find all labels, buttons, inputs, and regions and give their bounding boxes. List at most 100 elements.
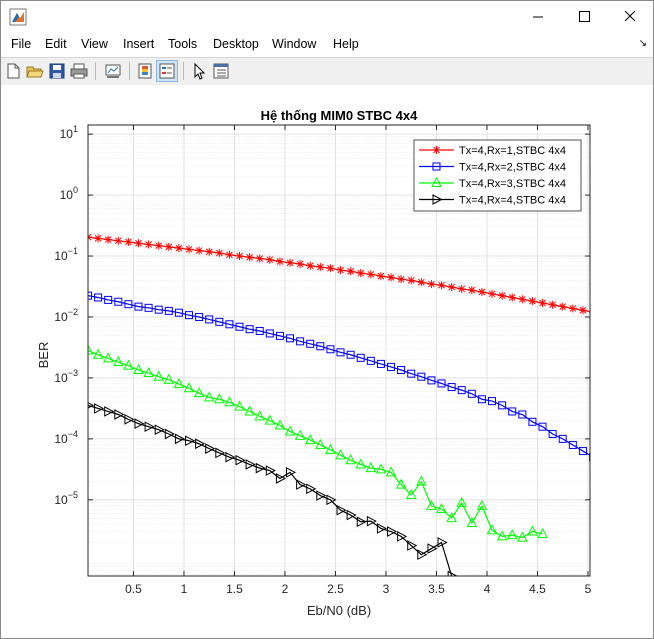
data-point bbox=[397, 531, 408, 542]
data-point bbox=[335, 449, 346, 460]
plot-series bbox=[88, 233, 617, 576]
menu-view[interactable]: View bbox=[81, 37, 108, 51]
data-point bbox=[589, 453, 590, 462]
data-point bbox=[316, 263, 325, 272]
data-point bbox=[325, 443, 336, 454]
data-point bbox=[527, 525, 538, 536]
data-point bbox=[356, 269, 365, 278]
data-point bbox=[286, 467, 297, 478]
y-axis-label: BER bbox=[36, 342, 51, 369]
data-point bbox=[518, 410, 527, 419]
data-point bbox=[387, 362, 396, 371]
menu-tools[interactable]: Tools bbox=[168, 37, 198, 51]
data-point bbox=[610, 469, 617, 476]
data-point bbox=[255, 254, 264, 263]
close-button[interactable] bbox=[607, 1, 653, 33]
property-inspector-icon[interactable] bbox=[211, 61, 231, 81]
data-point bbox=[498, 401, 507, 410]
data-point bbox=[537, 527, 548, 538]
maximize-button[interactable] bbox=[561, 1, 607, 33]
menu-window[interactable]: Window bbox=[272, 37, 317, 51]
data-point bbox=[88, 344, 94, 355]
y-tick-label: 100 bbox=[60, 185, 78, 202]
edit-plot-icon[interactable] bbox=[189, 61, 209, 81]
colorbar-icon[interactable] bbox=[135, 61, 155, 81]
minimize-icon bbox=[533, 16, 543, 18]
data-point bbox=[568, 440, 577, 449]
menu-insert[interactable]: Insert bbox=[123, 37, 155, 51]
matlab-figure-icon bbox=[9, 8, 27, 26]
data-point bbox=[336, 266, 345, 275]
data-point bbox=[133, 363, 144, 375]
data-point bbox=[356, 516, 367, 528]
data-point bbox=[508, 407, 517, 416]
data-point bbox=[466, 516, 478, 527]
data-point bbox=[153, 370, 165, 381]
x-tick-label: 0.5 bbox=[125, 582, 142, 596]
x-tick-label: 2.5 bbox=[327, 582, 344, 596]
data-point bbox=[134, 302, 143, 311]
data-point bbox=[558, 434, 567, 443]
data-point bbox=[235, 252, 244, 261]
legend[interactable]: Tx=4,Rx=1,STBC 4x4 Tx=4,Rx=2,STBC 4x4 Tx=4… bbox=[413, 139, 582, 212]
data-point bbox=[104, 235, 113, 244]
new-figure-icon[interactable] bbox=[3, 61, 23, 81]
menu-edit[interactable]: Edit bbox=[45, 37, 67, 51]
data-point bbox=[376, 272, 385, 281]
data-point bbox=[294, 429, 306, 440]
data-point bbox=[286, 258, 295, 267]
data-point bbox=[477, 287, 486, 296]
data-point bbox=[432, 194, 443, 205]
data-point bbox=[164, 428, 175, 440]
x-tick-label: 4 bbox=[484, 582, 491, 596]
print-icon[interactable] bbox=[69, 61, 89, 81]
data-point bbox=[538, 422, 547, 431]
data-point bbox=[387, 526, 398, 537]
data-point bbox=[255, 462, 266, 474]
data-point bbox=[316, 342, 325, 351]
x-tick-label: 3 bbox=[383, 582, 390, 596]
menu-file[interactable]: File bbox=[11, 37, 32, 51]
minimize-button[interactable] bbox=[515, 1, 561, 33]
data-point bbox=[225, 451, 236, 463]
data-point bbox=[355, 458, 367, 469]
data-point bbox=[124, 414, 135, 425]
menu-help[interactable]: Help bbox=[333, 37, 359, 51]
data-point bbox=[436, 502, 447, 513]
data-point bbox=[143, 366, 154, 378]
link-plot-icon[interactable] bbox=[103, 61, 123, 81]
data-point bbox=[195, 312, 204, 321]
data-point bbox=[265, 465, 276, 476]
data-point bbox=[274, 419, 286, 430]
menu-desktop[interactable]: Desktop bbox=[213, 37, 259, 51]
data-point bbox=[265, 255, 274, 264]
y-tick-label: 10−1 bbox=[54, 246, 78, 263]
title-bar[interactable] bbox=[1, 1, 653, 33]
save-icon[interactable] bbox=[47, 61, 67, 81]
data-point bbox=[457, 386, 466, 395]
data-point bbox=[447, 383, 456, 392]
data-point bbox=[578, 306, 587, 315]
legend-icon[interactable] bbox=[156, 60, 178, 82]
data-point bbox=[215, 447, 226, 459]
data-point bbox=[94, 234, 103, 243]
data-point bbox=[578, 447, 587, 456]
data-point bbox=[164, 306, 173, 315]
legend-entry: Tx=4,Rx=4,STBC 4x4 bbox=[459, 195, 566, 207]
data-point bbox=[205, 315, 214, 324]
data-point bbox=[558, 302, 567, 311]
data-point bbox=[275, 331, 284, 340]
toolbar-separator bbox=[95, 62, 96, 80]
data-point bbox=[385, 466, 397, 477]
dock-arrow-icon[interactable]: ↘ bbox=[638, 38, 647, 49]
data-point bbox=[275, 473, 286, 484]
data-point bbox=[467, 389, 476, 398]
ber-chart[interactable]: Hệ thống MIM0 STBC 4x4 Eb/N0 (dB) BER 0.… bbox=[1, 85, 653, 638]
data-point bbox=[296, 479, 307, 490]
open-file-icon[interactable] bbox=[25, 61, 45, 81]
y-tick-label: 10−3 bbox=[54, 368, 78, 385]
data-point bbox=[254, 410, 266, 421]
data-point bbox=[102, 352, 114, 363]
data-point bbox=[456, 496, 468, 507]
